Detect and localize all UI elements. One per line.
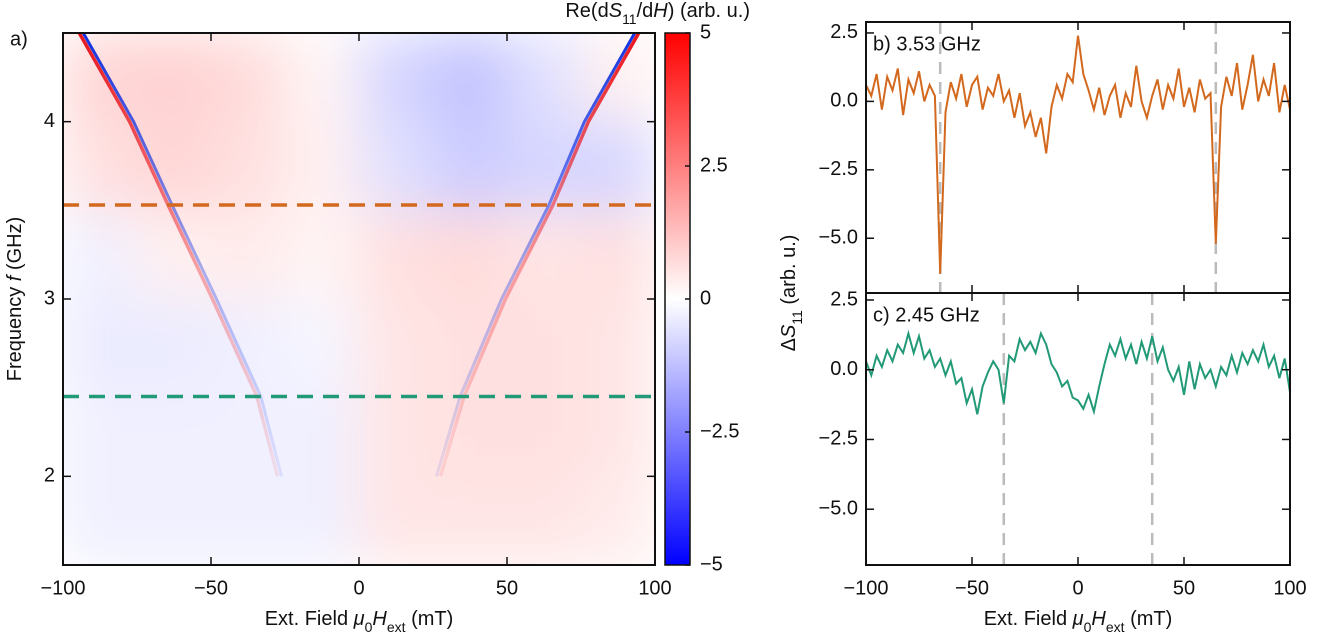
branch-line [77, 33, 280, 477]
x-axis-label: Ext. Field μ0Hext (mT) [265, 608, 454, 634]
heatmap-cell [63, 475, 138, 565]
x-axis-label: Ext. Field μ0Hext (mT) [984, 608, 1173, 634]
colorbar-tick-label: −2.5 [700, 420, 739, 442]
x-tick-label: 0 [1072, 577, 1083, 599]
heatmap-cell [358, 475, 434, 565]
heatmap-cell [63, 298, 138, 389]
heatmap-cell [136, 298, 212, 389]
heatmap-cell [284, 33, 360, 123]
branch [77, 33, 284, 477]
heatmap-cell [210, 33, 286, 123]
heatmap-cell [358, 121, 434, 211]
data-line [866, 35, 1290, 274]
y-tick-label: 2.5 [830, 21, 858, 43]
x-tick-label: −100 [843, 577, 888, 599]
heatmap-cell [63, 387, 138, 477]
heatmap-cell [284, 121, 360, 211]
y-tick-label: −5.0 [819, 227, 858, 249]
colorbar-label: Re(dS11/dH) (arb. u.) [565, 0, 750, 26]
heatmap-cell [284, 209, 360, 300]
y-axis-label: Frequency f (GHz) [4, 217, 26, 382]
heatmap-cell [580, 209, 655, 300]
heatmap-cell [63, 121, 138, 211]
panel-label: a) [10, 28, 28, 50]
heatmap-cell [432, 33, 508, 123]
x-tick-label: 100 [638, 577, 671, 599]
heatmap-cell [580, 121, 655, 211]
heatmap-cell [432, 475, 508, 565]
panel-label: b) 3.53 GHz [873, 33, 981, 55]
plot-frame [865, 21, 1291, 294]
heatmap-cell [580, 298, 655, 389]
heatmap-cell [284, 387, 360, 477]
heatmap-cell [210, 209, 286, 300]
heatmap-cell [284, 475, 360, 565]
heatmap-cell [506, 298, 582, 389]
y-tick-label: −2.5 [819, 428, 858, 450]
heatmap-cell [284, 298, 360, 389]
plot-area [866, 293, 1290, 565]
y-tick-label: 4 [44, 110, 55, 132]
heatmap-cell [358, 33, 434, 123]
heatmap-cell [136, 475, 212, 565]
x-tick-label: 100 [1273, 577, 1306, 599]
y-axis-label: ΔS11 (arb. u.) [778, 235, 804, 352]
x-tick-label: 50 [1173, 577, 1195, 599]
x-tick-label: −100 [40, 577, 85, 599]
colorbar-tick-label: 0 [700, 287, 711, 309]
y-tick-label: 2 [44, 465, 55, 487]
x-tick-label: −50 [194, 577, 228, 599]
x-tick-label: 50 [496, 577, 518, 599]
branch-line [438, 33, 641, 477]
branch [434, 33, 641, 477]
heatmap-cell [506, 387, 582, 477]
y-tick-label: 3 [44, 287, 55, 309]
heatmap-cells [63, 33, 655, 565]
heatmap-cell [210, 121, 286, 211]
x-tick-label: −50 [955, 577, 989, 599]
heatmap-cell [580, 475, 655, 565]
y-tick-label: −2.5 [819, 158, 858, 180]
branch-line [81, 33, 284, 477]
heatmap-cell [358, 387, 434, 477]
heatmap-cell [136, 209, 212, 300]
heatmap-cell [580, 387, 655, 477]
heatmap-cell [432, 121, 508, 211]
heatmap-cell [136, 33, 212, 123]
heatmap-cell [210, 475, 286, 565]
heatmap-cell [63, 209, 138, 300]
colorbar-tick-label: 5 [700, 21, 711, 43]
plot-area [866, 22, 1290, 293]
panel-label: c) 2.45 GHz [873, 304, 980, 326]
heatmap [63, 33, 655, 565]
heatmap-cell [358, 298, 434, 389]
heatmap-cell [506, 33, 582, 123]
colorbar-tick-label: 2.5 [700, 154, 728, 176]
plot-frame [865, 292, 1291, 566]
colorbar-tick-label: −5 [700, 553, 723, 575]
branch-line [434, 33, 637, 477]
data-line [866, 329, 1290, 416]
heatmap-cell [358, 209, 434, 300]
y-tick-label: 2.5 [830, 288, 858, 310]
heatmap-cell [506, 475, 582, 565]
y-tick-label: 0.0 [830, 358, 858, 380]
y-tick-label: 0.0 [830, 90, 858, 112]
heatmap-cell [136, 387, 212, 477]
heatmap-cell [432, 209, 508, 300]
x-tick-label: 0 [353, 577, 364, 599]
heatmap-cell [136, 121, 212, 211]
y-tick-label: −5.0 [819, 497, 858, 519]
